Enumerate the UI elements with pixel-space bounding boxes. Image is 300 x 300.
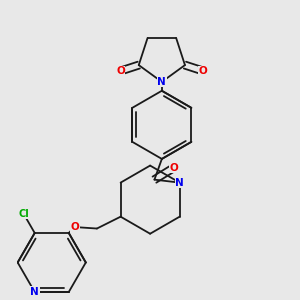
Text: O: O [70,222,79,232]
Text: Cl: Cl [18,209,29,219]
Text: N: N [158,77,166,87]
Text: N: N [175,178,184,188]
Text: N: N [30,287,39,297]
Text: O: O [116,66,125,76]
Text: O: O [169,163,178,173]
Text: O: O [199,66,208,76]
